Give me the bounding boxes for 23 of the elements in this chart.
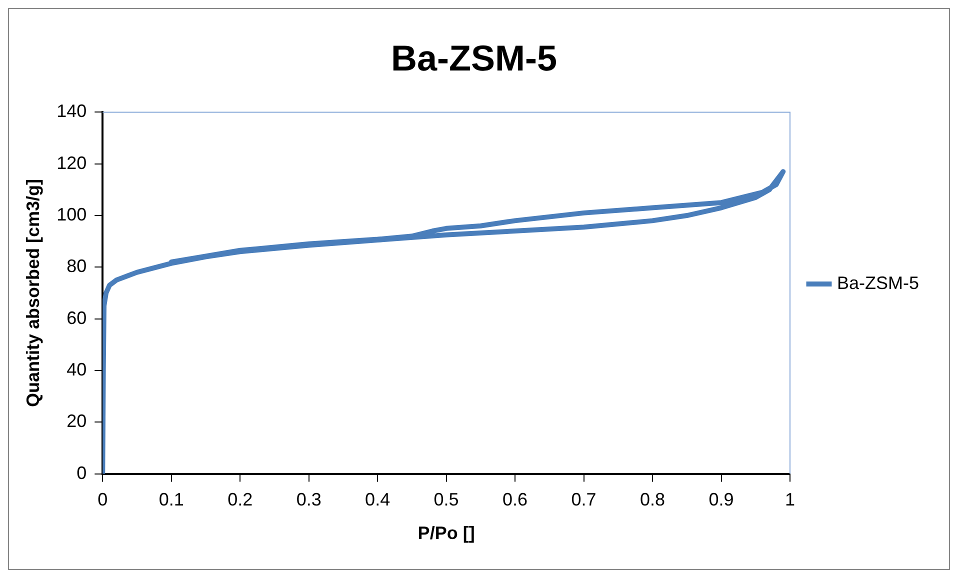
x-tick-label: 0.4 <box>365 490 390 510</box>
x-tick-label: 0.8 <box>640 490 666 510</box>
x-tick-label: 0.3 <box>296 490 322 510</box>
x-tick-label: 1 <box>784 490 795 510</box>
x-tick-label: 0.9 <box>708 490 734 510</box>
y-tick-label: 140 <box>56 101 87 122</box>
x-tick-label: 0 <box>98 490 108 510</box>
y-tick-label: 80 <box>66 256 87 276</box>
y-tick-label: 60 <box>66 308 87 328</box>
x-tick-label: 0.7 <box>571 490 596 510</box>
y-tick-label: 20 <box>66 411 87 432</box>
y-tick-label: 100 <box>56 204 87 224</box>
x-axis-title: P/Po [] <box>418 523 475 544</box>
x-tick-label: 0.2 <box>228 490 253 510</box>
y-tick-label: 0 <box>76 462 87 483</box>
y-axis-title: Quantity absorbed [cm3/g] <box>22 178 43 408</box>
y-tick-label: 120 <box>56 152 87 173</box>
chart-title: Ba-ZSM-5 <box>390 38 558 79</box>
y-tick-label: 40 <box>66 359 87 380</box>
legend-label: Ba-ZSM-5 <box>836 272 920 293</box>
x-tick-label: 0.1 <box>158 490 184 510</box>
x-tick-label: 0.6 <box>502 490 528 510</box>
x-tick-label: 0.5 <box>434 490 459 510</box>
